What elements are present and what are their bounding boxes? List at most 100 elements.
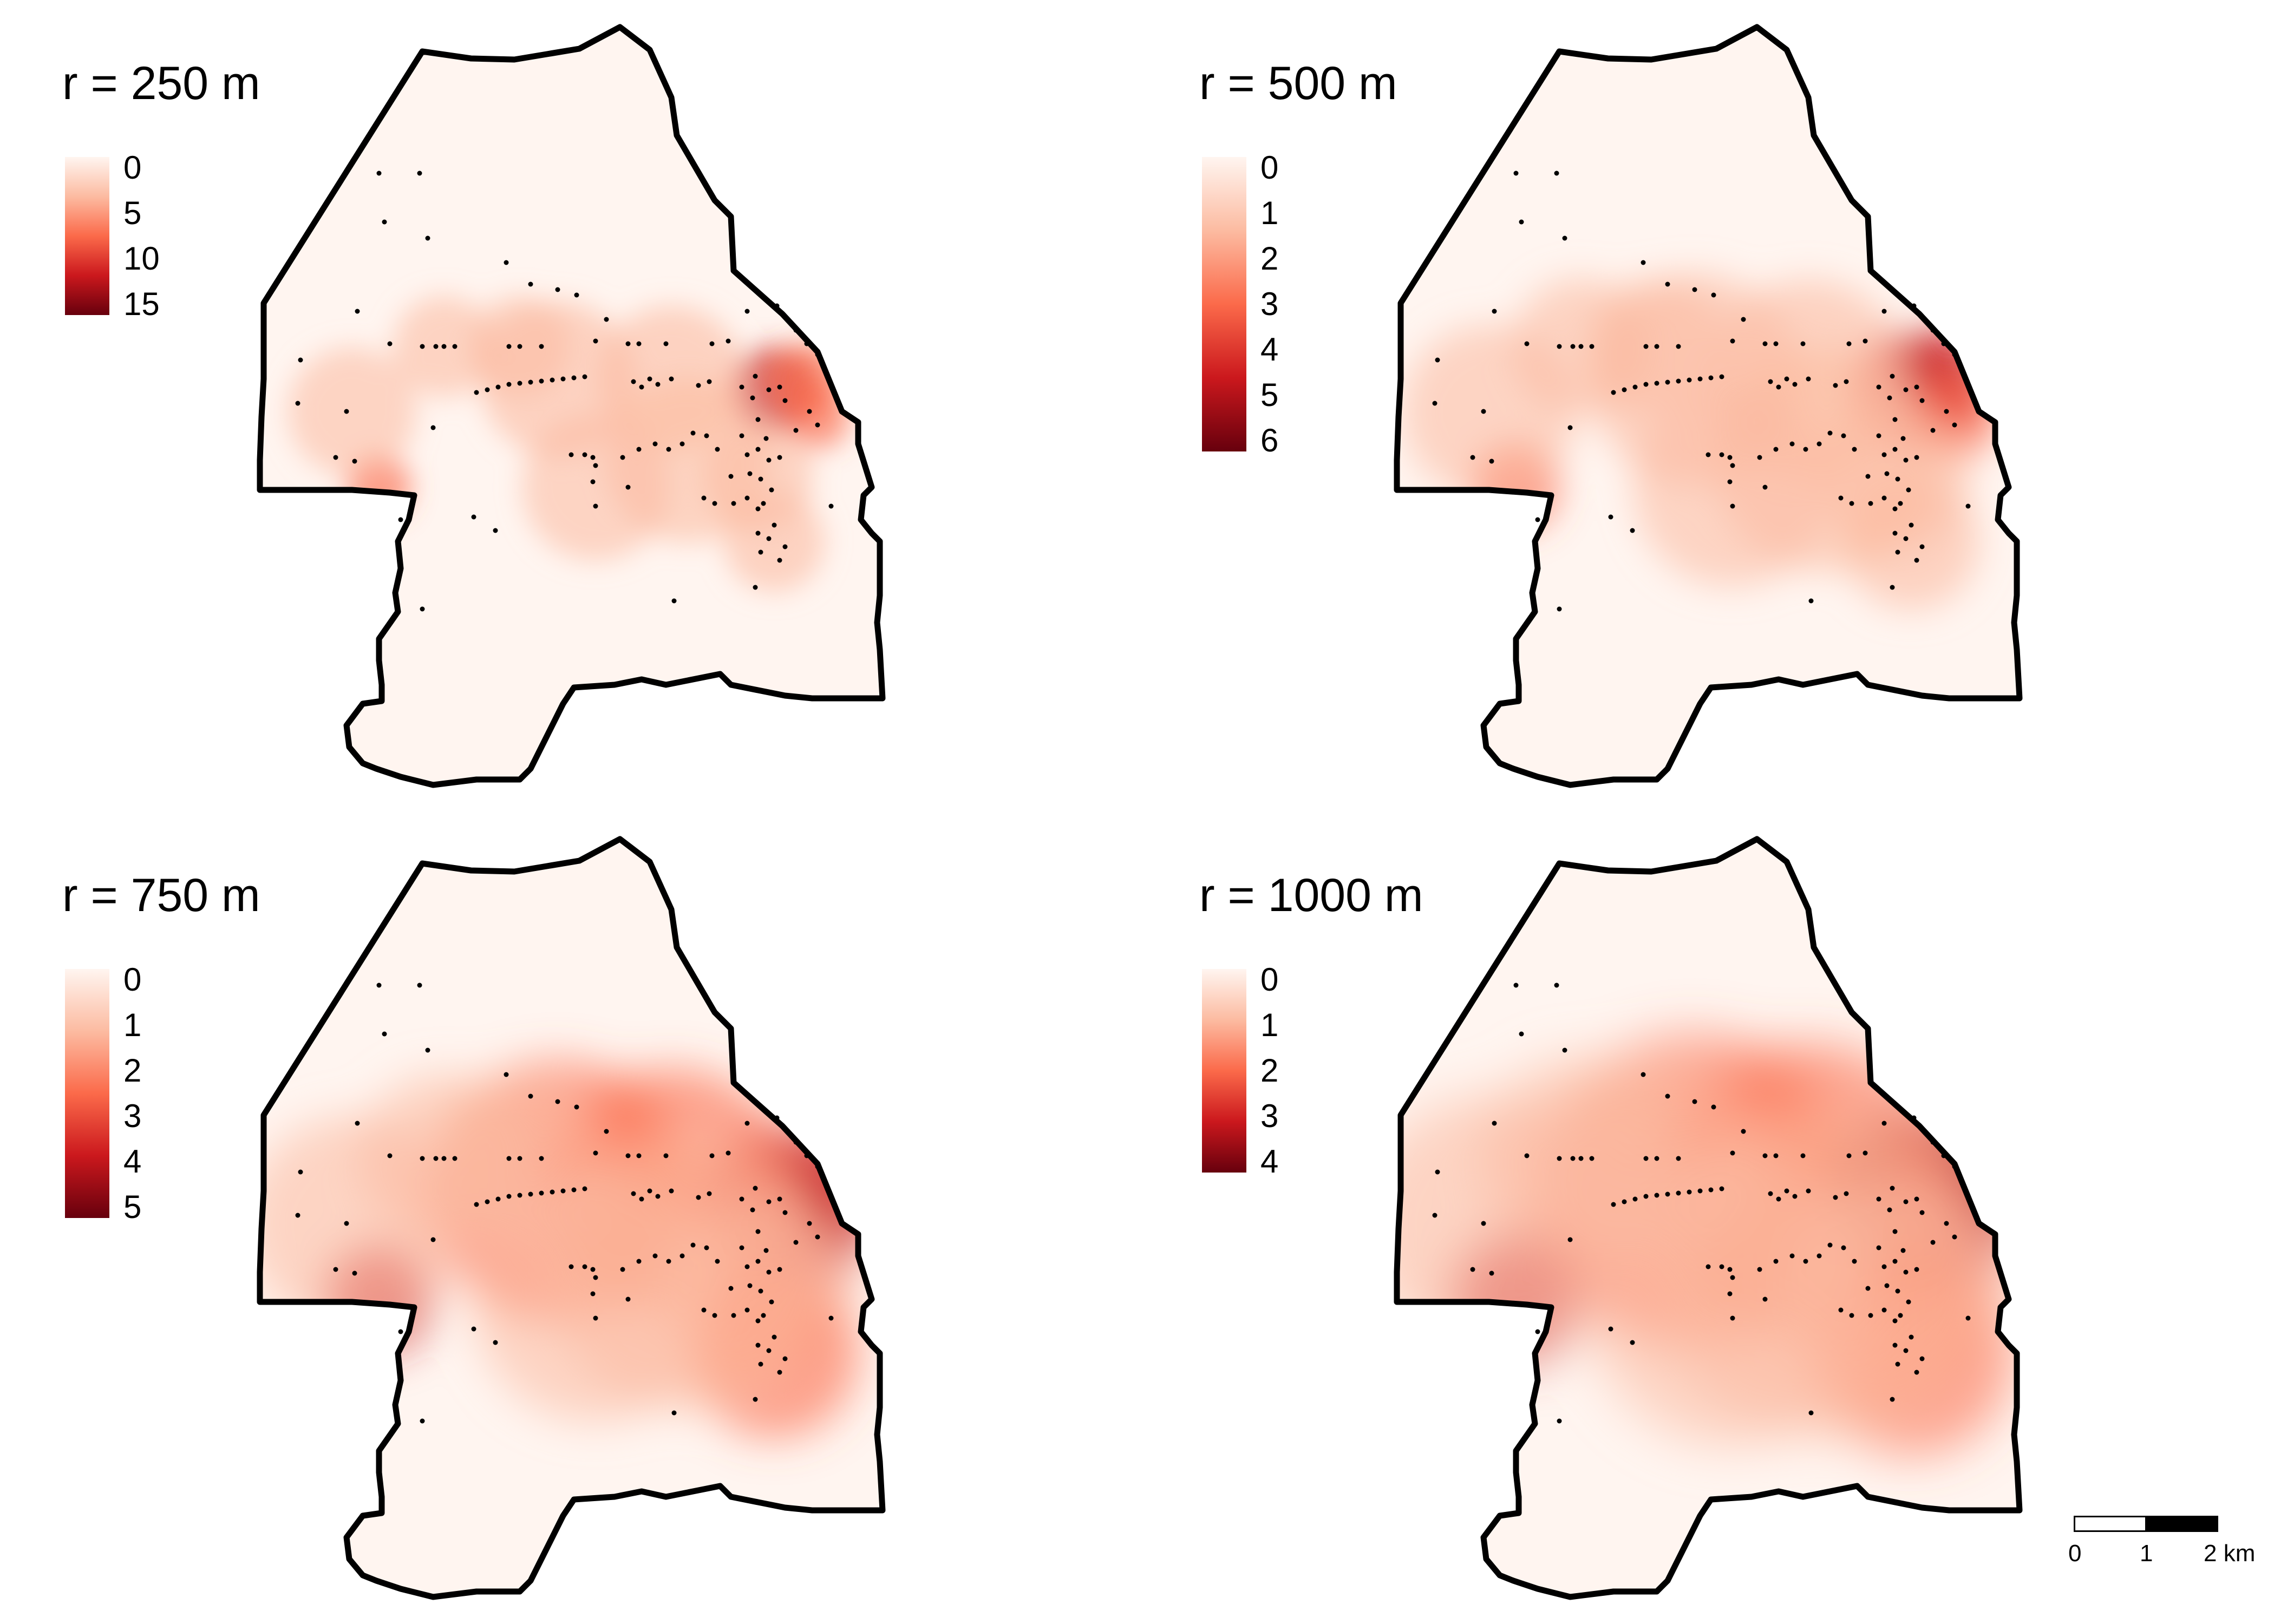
legend-tick-label: 4 [1260, 331, 1279, 368]
incident-point [333, 1267, 338, 1272]
panel-r750: r = 750 m 0 1 2 3 4 5 [0, 812, 1137, 1624]
incident-point [1630, 1340, 1635, 1345]
legend-tick-label: 4 [1260, 1143, 1279, 1180]
incident-point [755, 1229, 761, 1234]
incident-point [376, 983, 382, 988]
incident-point [1909, 522, 1914, 528]
incident-point [1524, 341, 1530, 346]
incident-point [1589, 344, 1595, 349]
incident-point [593, 1315, 598, 1321]
incident-point [1914, 1196, 1919, 1202]
incident-point [631, 1191, 636, 1196]
panel-title: r = 250 m [62, 57, 260, 109]
incident-point [766, 1348, 772, 1353]
incident-point [625, 1296, 631, 1302]
incident-point [1844, 1191, 1849, 1196]
incident-point [1557, 344, 1562, 349]
incident-point [590, 1291, 596, 1296]
density-hotspot [472, 1176, 719, 1423]
incident-point [1687, 377, 1692, 383]
incident-point [707, 379, 712, 384]
incident-point [1965, 503, 1971, 509]
incident-point [1706, 452, 1711, 457]
incident-point [1608, 514, 1613, 520]
incident-point [739, 1196, 744, 1202]
incident-point [539, 378, 544, 384]
incident-point [344, 409, 349, 414]
incident-point [1852, 447, 1857, 452]
incident-point [782, 398, 788, 403]
incident-point [298, 1169, 303, 1175]
legend-tick-label: 1 [1260, 195, 1279, 231]
density-hotspot [260, 1115, 460, 1332]
incident-point [1881, 452, 1887, 457]
incident-point [728, 474, 734, 479]
incident-point [631, 379, 636, 384]
legend-color-bar [65, 969, 109, 1218]
incident-point [1890, 585, 1895, 590]
incident-point [750, 395, 755, 401]
incident-point [539, 1190, 544, 1196]
incident-point [753, 585, 758, 590]
incident-point [506, 1194, 512, 1199]
incident-point [1554, 171, 1559, 176]
incident-point [471, 514, 476, 520]
incident-point [755, 1343, 761, 1348]
incident-point [1887, 1207, 1892, 1213]
incident-point [493, 1340, 498, 1345]
incident-point [528, 1191, 533, 1197]
incident-point [1435, 1169, 1440, 1175]
incident-point [739, 433, 744, 438]
incident-point [782, 544, 788, 549]
incident-point [1762, 1153, 1768, 1158]
incident-point [1895, 1361, 1900, 1367]
panel-r250: r = 250 m 0 5 10 15 [0, 0, 1137, 812]
incident-point [761, 501, 766, 506]
incident-point [777, 1267, 782, 1272]
incident-point [704, 433, 709, 438]
incident-point [1519, 1031, 1524, 1037]
incident-point [1470, 455, 1475, 460]
incident-point [1844, 379, 1849, 384]
incident-point [1762, 484, 1768, 490]
incident-point [666, 1259, 671, 1264]
incident-point [625, 341, 631, 346]
incident-point [1665, 1093, 1670, 1099]
density-map [1394, 24, 2023, 788]
incident-point [1833, 1195, 1838, 1200]
incident-point [425, 235, 430, 241]
incident-point [1727, 1267, 1733, 1272]
incident-point [766, 457, 772, 463]
incident-point [1841, 1245, 1846, 1250]
incident-point [574, 292, 579, 298]
incident-point [1792, 1194, 1798, 1199]
incident-point [1944, 409, 1949, 414]
incident-point [1876, 433, 1881, 438]
incident-point [755, 506, 761, 512]
incident-point [639, 1196, 644, 1202]
incident-point [766, 1199, 772, 1204]
incident-point [815, 422, 820, 428]
panel-r500: r = 500 m 0 1 2 3 4 5 6 [1137, 0, 2274, 812]
incident-point [1492, 309, 1497, 314]
incident-point [1567, 1237, 1573, 1242]
incident-point [1692, 287, 1697, 292]
incident-point [777, 1370, 782, 1375]
scale-bar: 0 1 2 km [2068, 1516, 2255, 1581]
incident-point [555, 287, 560, 292]
district-boundary [1394, 836, 2023, 1600]
incident-point [571, 375, 577, 381]
incident-point [420, 1156, 425, 1161]
incident-point [1773, 341, 1779, 346]
legend-tick-label: 4 [123, 1143, 142, 1180]
incident-point [593, 463, 598, 468]
incident-point [1757, 1267, 1762, 1272]
incident-point [1906, 1299, 1911, 1305]
incident-point [766, 1269, 772, 1275]
incident-point [625, 484, 631, 490]
incident-point [1562, 1047, 1567, 1053]
incident-point [1816, 441, 1822, 447]
incident-point [772, 522, 777, 528]
incident-point [571, 1187, 577, 1193]
incident-point [1632, 1196, 1638, 1202]
